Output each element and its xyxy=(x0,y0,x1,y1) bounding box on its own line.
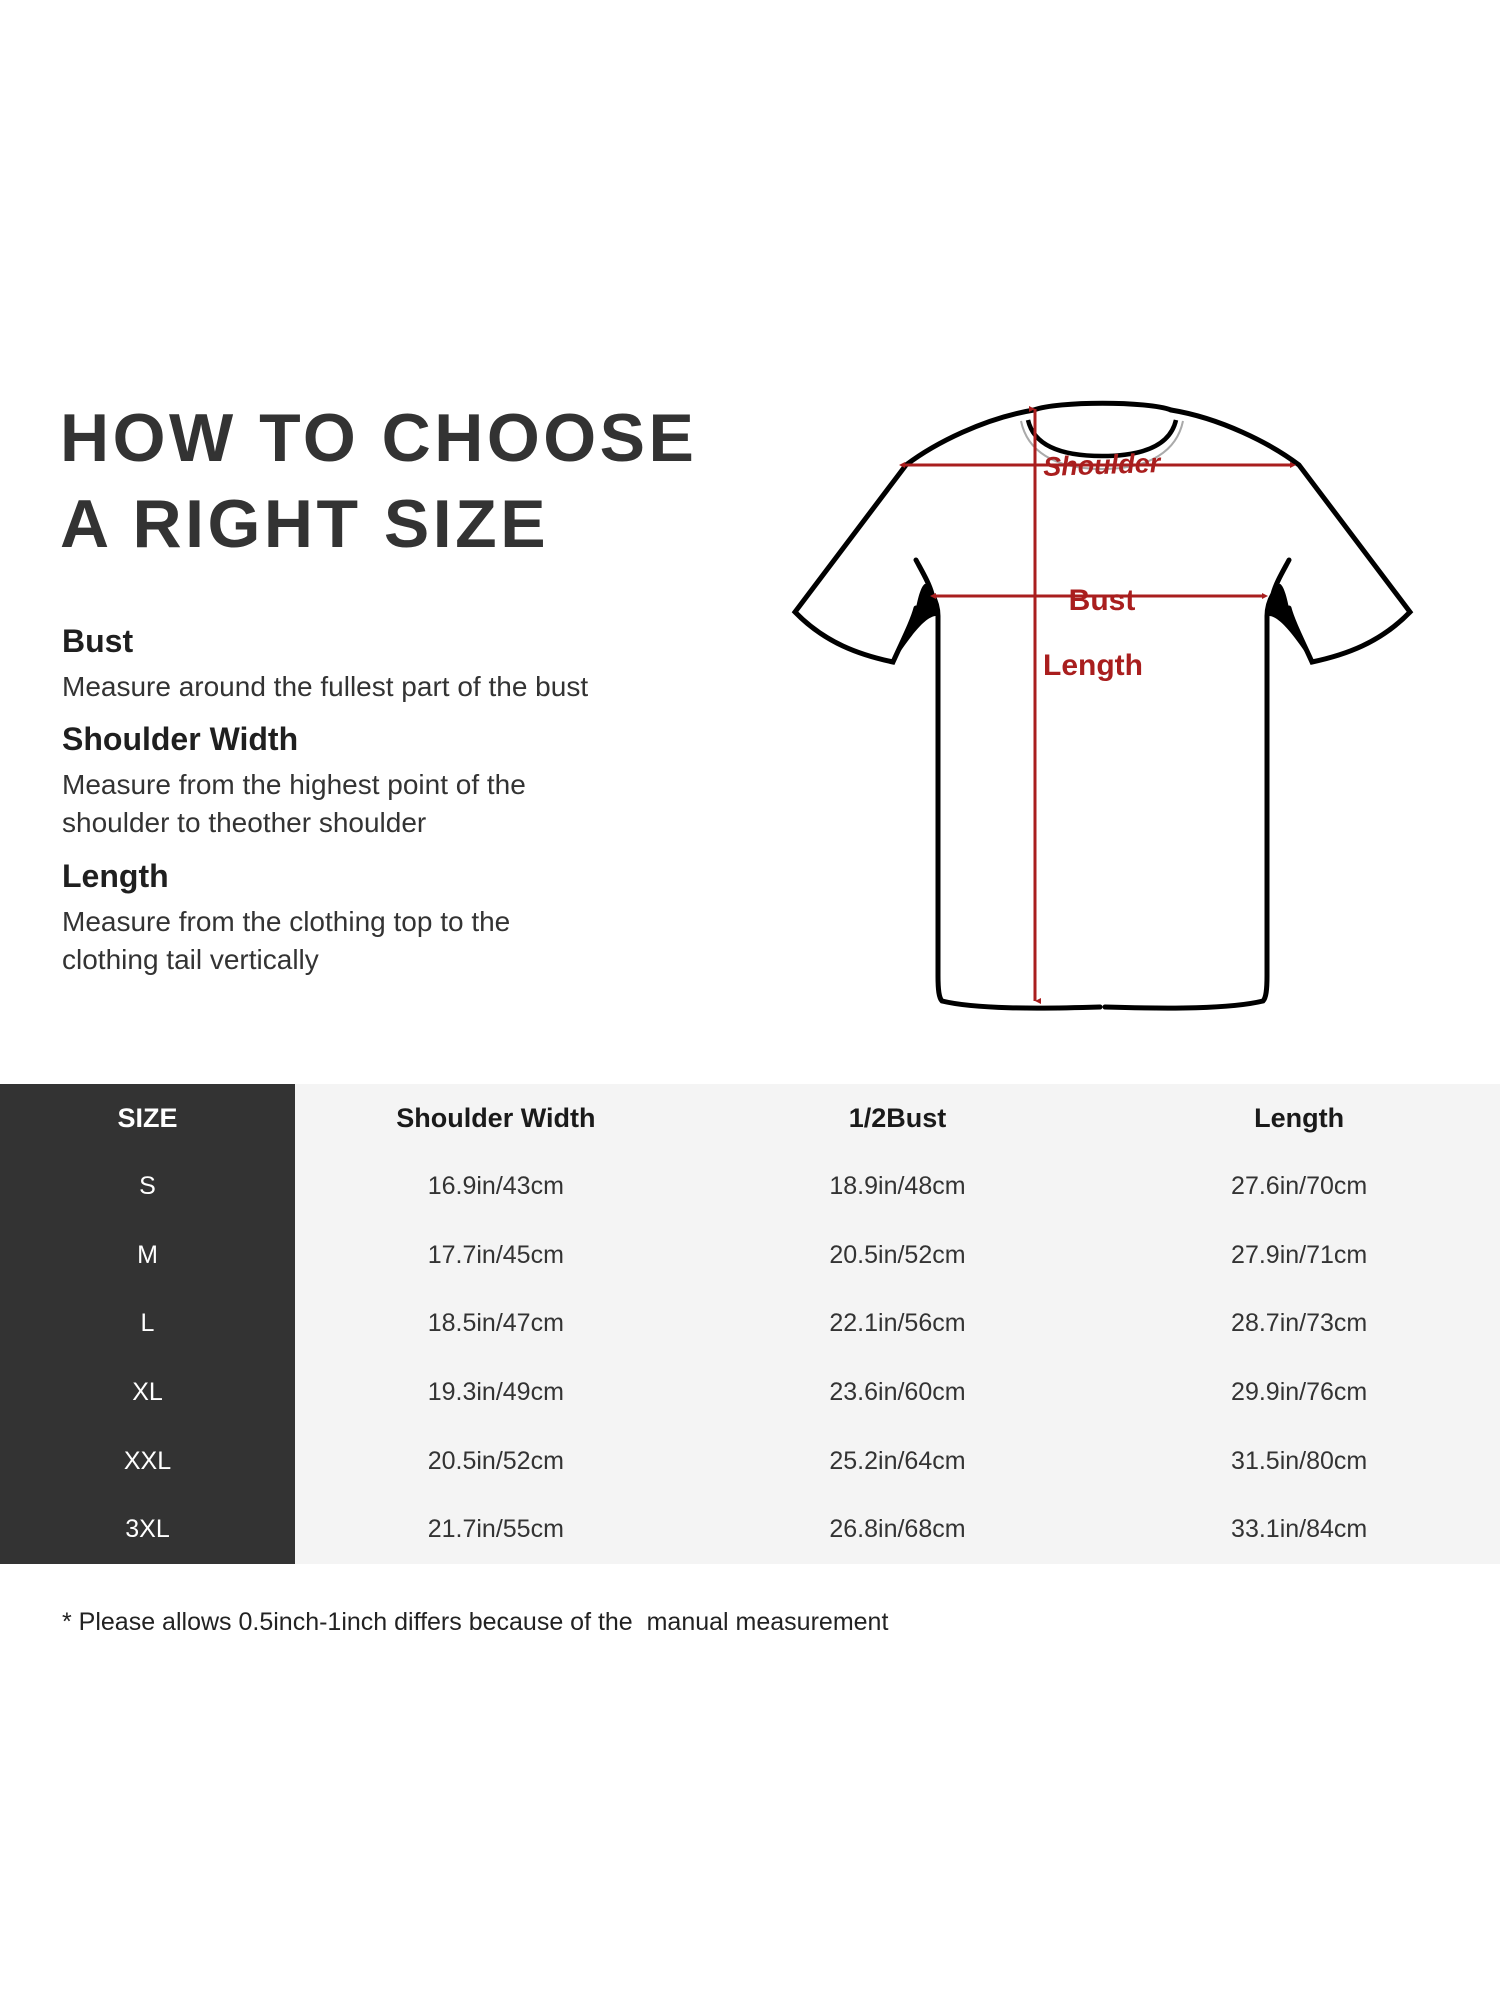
svg-text:Bust: Bust xyxy=(1069,584,1136,617)
svg-text:Length: Length xyxy=(1043,649,1143,682)
svg-text:Shoulder: Shoulder xyxy=(1043,448,1162,482)
